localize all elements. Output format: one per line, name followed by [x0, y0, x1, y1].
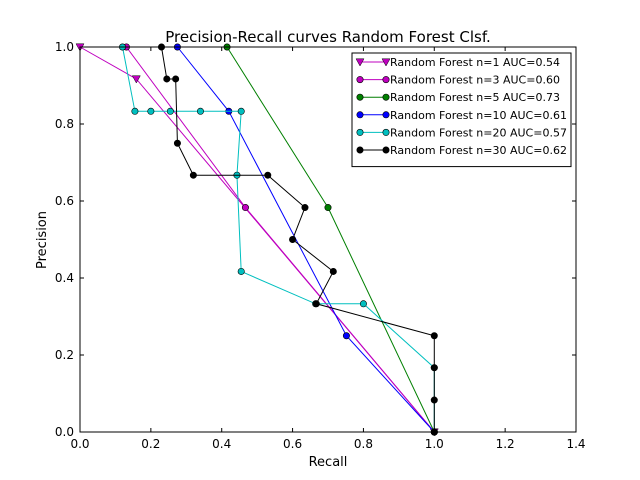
- data-point: [324, 204, 332, 212]
- legend-marker: [355, 58, 365, 67]
- x-tick-label: 0.2: [141, 437, 160, 451]
- legend-entry: Random Forest n=5 AUC=0.73: [356, 91, 560, 104]
- x-tick-label: 0.0: [70, 437, 89, 451]
- legend-label: Random Forest n=5 AUC=0.73: [390, 91, 560, 104]
- data-point: [430, 396, 438, 404]
- plot-frame: [79, 46, 577, 433]
- data-point: [342, 332, 350, 340]
- legend-marker: [356, 76, 364, 84]
- legend-marker: [356, 93, 364, 101]
- data-point: [172, 75, 180, 83]
- x-tick-label: 0.6: [283, 437, 302, 451]
- y-tick-label: 0.8: [55, 117, 74, 131]
- data-point: [430, 364, 438, 372]
- y-tick-label: 1.0: [55, 40, 74, 54]
- data-point: [163, 75, 171, 83]
- data-point: [173, 139, 181, 147]
- legend-label: Random Forest n=10 AUC=0.61: [390, 109, 567, 122]
- data-point: [131, 107, 139, 115]
- data-point: [189, 171, 197, 179]
- data-point: [241, 204, 249, 212]
- legend-entry: Random Forest n=10 AUC=0.61: [356, 109, 567, 122]
- x-tick-label: 1.2: [496, 437, 515, 451]
- legend-label: Random Forest n=3 AUC=0.60: [390, 74, 560, 87]
- data-point: [237, 107, 245, 115]
- y-tick-label: 0.4: [55, 271, 74, 285]
- data-point: [301, 204, 309, 212]
- data-point: [237, 267, 245, 275]
- legend-marker: [356, 146, 364, 154]
- data-point: [430, 332, 438, 340]
- legend-label: Random Forest n=30 AUC=0.62: [390, 144, 567, 157]
- data-point: [312, 300, 320, 308]
- data-point: [131, 75, 141, 84]
- ticks-group: 0.0 0.2 0.4 0.6 0.8 1.0 1.2 1.4 0.0 0.2 0.4 0.6 0.8 1…: [55, 40, 586, 451]
- y-tick-label: 0.0: [55, 425, 74, 439]
- legend-entry: Random Forest n=1 AUC=0.54: [355, 56, 560, 69]
- x-axis-label: Recall: [309, 455, 348, 470]
- y-tick-label: 0.6: [55, 194, 74, 208]
- x-tick-label: 1.0: [425, 437, 444, 451]
- y-tick-label: 0.2: [55, 348, 74, 362]
- legend-marker: [382, 146, 390, 154]
- data-point: [289, 236, 297, 244]
- legend-label: Random Forest n=1 AUC=0.54: [390, 56, 560, 69]
- legend-marker: [356, 111, 364, 119]
- data-point: [166, 107, 174, 115]
- legend-entry: Random Forest n=20 AUC=0.57: [356, 126, 567, 139]
- series-line: [160, 46, 435, 432]
- x-tick-label: 0.4: [212, 437, 231, 451]
- data-point: [264, 171, 272, 179]
- data-point: [147, 107, 155, 115]
- x-tick-label: 1.4: [566, 437, 585, 451]
- data-point: [329, 267, 337, 275]
- chart-title: Precision-Recall curves Random Forest Cl…: [165, 28, 491, 46]
- legend-marker: [356, 128, 364, 136]
- legend-marker: [382, 111, 390, 119]
- legend-marker: [382, 76, 390, 84]
- legend-entry: Random Forest n=3 AUC=0.60: [356, 74, 560, 87]
- legend-marker: [382, 93, 390, 101]
- legend: Random Forest n=1 AUC=0.54 Random Forest …: [351, 52, 572, 168]
- series-line: [177, 46, 435, 433]
- legend-marker: [382, 128, 390, 136]
- x-tick-label: 0.8: [354, 437, 373, 451]
- data-point: [359, 300, 367, 308]
- data-point: [196, 107, 204, 115]
- legend-marker: [381, 58, 391, 67]
- legend-entry: Random Forest n=30 AUC=0.62: [356, 144, 567, 157]
- legend-label: Random Forest n=20 AUC=0.57: [390, 126, 567, 139]
- y-axis-label: Precision: [35, 211, 50, 269]
